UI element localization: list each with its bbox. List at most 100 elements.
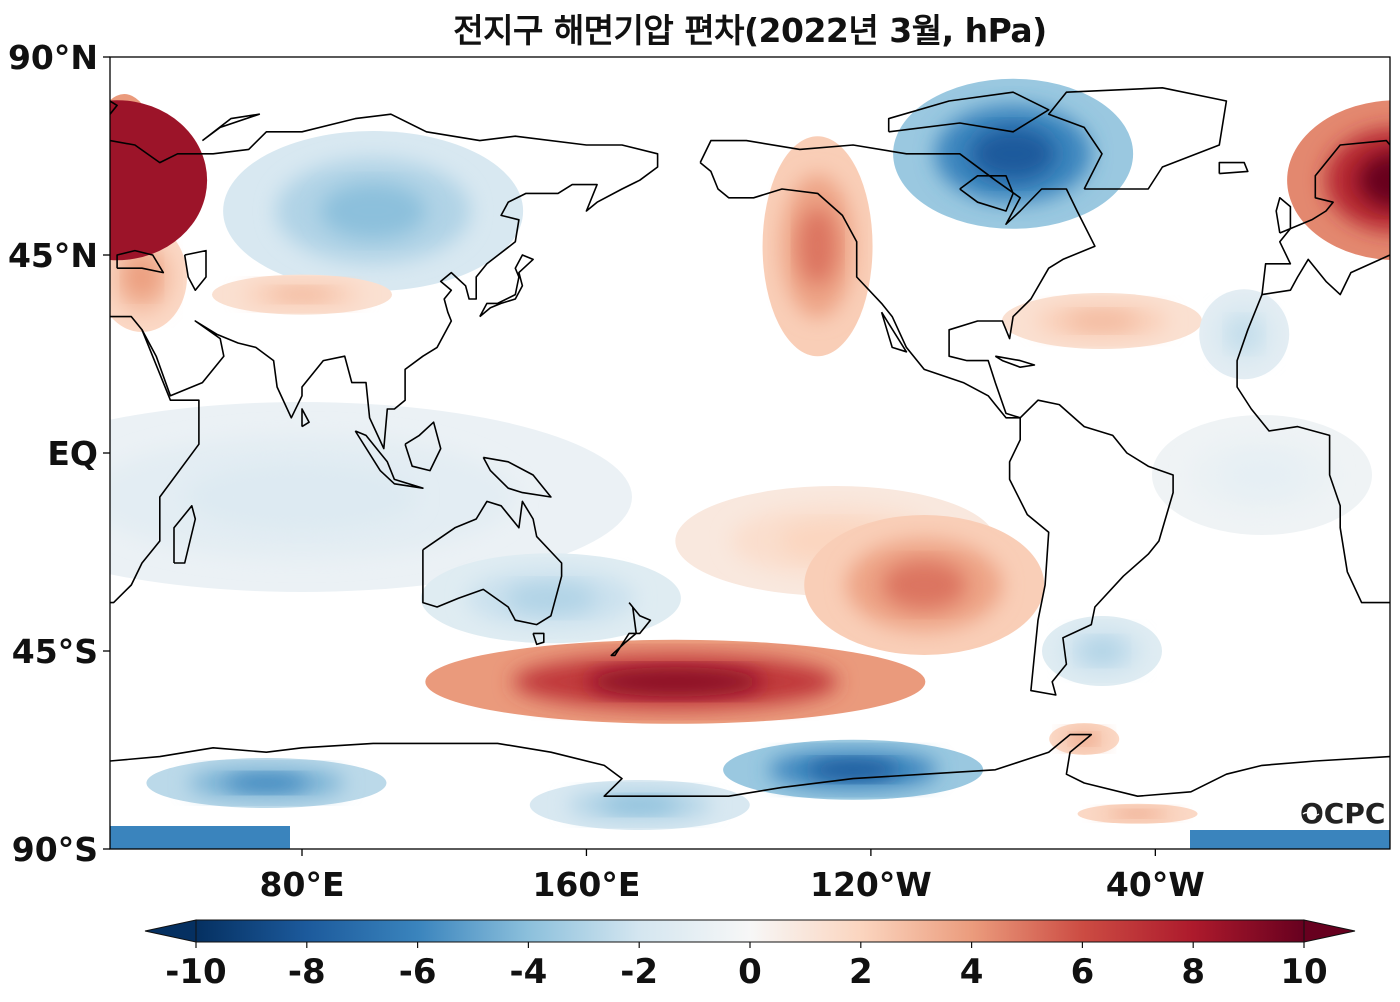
anomaly-region	[1199, 289, 1290, 380]
coastline	[532, 632, 545, 646]
coastline	[479, 254, 534, 318]
colorbar-tick-label: 4	[960, 952, 984, 992]
colorbar-tick-label: -4	[510, 952, 548, 992]
anomaly-region	[804, 515, 1045, 655]
colorbar-tick-label: -6	[399, 952, 437, 992]
coastline	[183, 249, 207, 291]
coastline	[110, 113, 659, 450]
coastline	[994, 355, 1036, 368]
colorbar-tick-label: -8	[288, 952, 326, 992]
colorbar-tick-label: 2	[849, 952, 873, 992]
colorbar-tick-label: 6	[1071, 952, 1095, 992]
anomaly-core	[971, 127, 1056, 181]
colorbar-tick-label: 0	[738, 952, 762, 992]
coastline	[482, 456, 552, 498]
coastline	[887, 91, 1050, 133]
x-tick-label: 160°E	[532, 865, 640, 904]
colorbar-tick-label: 8	[1181, 952, 1205, 992]
coastline	[1236, 294, 1390, 604]
y-tick-label: EQ	[47, 434, 98, 473]
anomaly-region	[212, 274, 392, 315]
coastline	[404, 421, 442, 472]
coastline	[1261, 254, 1390, 296]
coastline	[1047, 87, 1228, 190]
colorbar: -10 -8 -6 -4 -2 0 2 4 6 8 10	[144, 919, 1356, 992]
x-tick-label: 80°E	[260, 865, 345, 904]
anomaly-antarctic-strip	[1190, 830, 1390, 849]
coastline	[201, 113, 261, 142]
coastline	[110, 733, 1390, 797]
colorbar-gradient	[195, 919, 1305, 943]
anomaly-core	[224, 774, 309, 792]
anomaly-core	[882, 560, 967, 610]
anomaly-region	[1152, 415, 1372, 535]
anomaly-core	[1081, 638, 1123, 664]
anomaly-core	[186, 463, 418, 531]
coastline	[116, 249, 165, 274]
y-tick-label: 45°N	[8, 236, 98, 275]
colorbar-extend-max	[1303, 919, 1356, 943]
ocpc-logo-text: OCPC	[1300, 797, 1385, 830]
anomaly-region	[529, 780, 750, 830]
colorbar-tick-label: -10	[165, 952, 226, 992]
anomaly-core	[270, 287, 334, 302]
anomaly-core	[505, 582, 597, 614]
anomaly-core	[798, 207, 837, 285]
anomaly-region	[425, 639, 926, 724]
coastline	[1218, 161, 1249, 175]
anomaly-region	[762, 136, 873, 357]
coastline	[110, 100, 118, 115]
y-tick-label: 90°S	[12, 830, 98, 869]
anomaly-region	[223, 131, 524, 291]
anomaly-region	[1002, 293, 1202, 349]
anomaly-region	[1077, 803, 1198, 824]
coastline	[959, 175, 1014, 212]
colorbar-tick-label: 10	[1280, 952, 1327, 992]
coastline	[301, 408, 310, 428]
coastline	[880, 311, 908, 353]
anomaly-core	[320, 183, 426, 239]
anomaly-layer	[110, 78, 1390, 849]
wave-icon	[1302, 811, 1320, 817]
anomaly-region	[420, 553, 681, 644]
coastline	[1275, 197, 1292, 234]
anomaly-region	[110, 402, 632, 592]
y-tick-label: 90°N	[8, 38, 98, 77]
colorbar-tick-label: -2	[620, 952, 658, 992]
colorbar-extend-min	[144, 919, 197, 943]
anomaly-core	[587, 667, 763, 697]
anomaly-mid	[1325, 128, 1390, 232]
y-tick-label: 45°S	[12, 632, 98, 671]
anomaly-core	[601, 796, 679, 814]
x-tick-label: 40°W	[1106, 865, 1205, 904]
anomaly-core	[126, 257, 158, 297]
coastline	[173, 505, 197, 564]
y-axis: 90°N 45°N EQ 45°S 90°S	[8, 38, 110, 869]
coastline	[354, 430, 424, 489]
coastline	[610, 602, 652, 657]
colorbar-ticks: -10 -8 -6 -4 -2 0 2 4 6 8 10	[165, 942, 1328, 992]
anomaly-region	[1042, 616, 1162, 686]
ocpc-logo: OCPC	[1300, 797, 1385, 830]
x-axis: 80°E 160°E 120°W 40°W	[260, 849, 1205, 904]
anomaly-core	[1223, 454, 1301, 496]
coastline	[422, 500, 563, 626]
chart-title: 전지구 해면기압 편차(2022년 3월, hPa)	[453, 11, 1047, 50]
anomaly-core	[1067, 311, 1137, 331]
anomaly-region	[1049, 723, 1120, 755]
anomaly-region	[1287, 100, 1390, 261]
anomaly-core	[807, 759, 899, 781]
anomaly-region	[146, 758, 387, 808]
coastlines	[110, 87, 1390, 797]
coastline	[110, 315, 200, 604]
anomaly-region	[723, 739, 984, 800]
anomaly-wrap	[110, 100, 208, 261]
anomaly-core	[1116, 810, 1159, 818]
coastline	[1008, 399, 1174, 696]
anomaly-core	[1228, 318, 1260, 350]
coastline	[1261, 139, 1390, 295]
anomaly-antarctic-strip	[110, 826, 290, 849]
x-tick-label: 120°W	[810, 865, 932, 904]
anomaly-core	[1358, 152, 1390, 208]
